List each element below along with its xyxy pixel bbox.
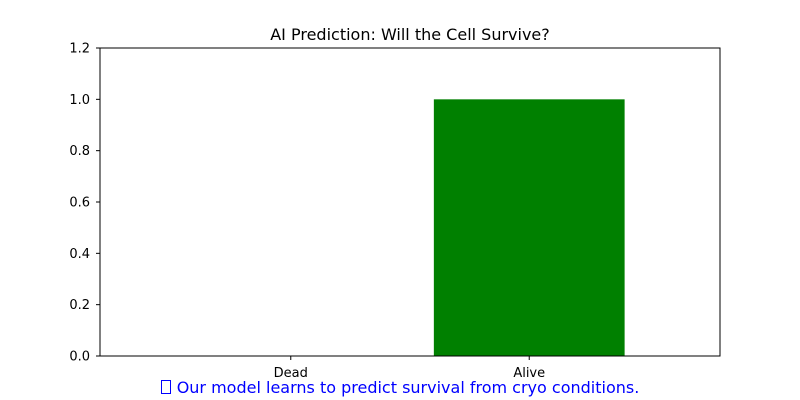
x-tick-label-dead: Dead — [274, 366, 308, 381]
y-tick-label: 1.0 — [69, 93, 90, 108]
y-tick-label: 0.4 — [69, 247, 90, 262]
y-tick-label: 1.2 — [69, 42, 90, 57]
chart-title: AI Prediction: Will the Cell Survive? — [270, 25, 550, 44]
y-tick-label: 0.2 — [69, 298, 90, 313]
caption-text: Our model learns to predict survival fro… — [176, 378, 640, 397]
x-axis: Dead Alive — [274, 356, 545, 381]
y-tick-label: 0.0 — [69, 350, 90, 365]
x-tick-label-alive: Alive — [513, 366, 545, 381]
bar-alive — [433, 99, 625, 356]
y-axis: 0.0 0.2 0.4 0.6 0.8 1.0 1.2 — [69, 42, 100, 365]
bars-layer — [433, 99, 625, 356]
missing-glyph-icon — [160, 380, 171, 394]
chart-caption: Our model learns to predict survival fro… — [0, 378, 800, 397]
y-tick-label: 0.8 — [69, 144, 90, 159]
y-tick-label: 0.6 — [69, 196, 90, 211]
plot-frame — [99, 47, 721, 357]
